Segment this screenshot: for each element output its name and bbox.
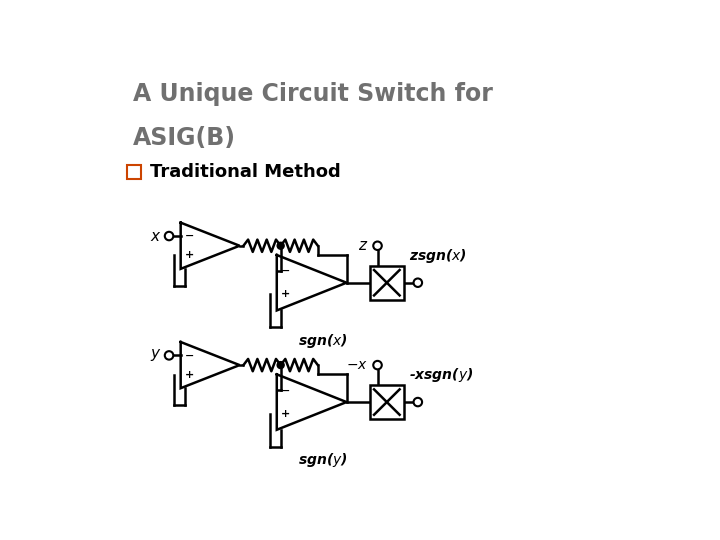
Bar xyxy=(127,165,141,179)
Text: sgn($x$): sgn($x$) xyxy=(299,332,348,350)
Bar xyxy=(370,266,404,300)
Text: zsgn($x$): zsgn($x$) xyxy=(408,247,467,265)
Text: +: + xyxy=(184,370,194,380)
Circle shape xyxy=(165,351,174,360)
Text: −: − xyxy=(184,350,194,360)
Text: $-x$: $-x$ xyxy=(346,358,368,372)
Circle shape xyxy=(413,398,422,406)
Circle shape xyxy=(413,279,422,287)
Circle shape xyxy=(373,361,382,369)
Text: A Unique Circuit Switch for: A Unique Circuit Switch for xyxy=(132,82,492,106)
Text: Traditional Method: Traditional Method xyxy=(150,163,341,181)
Text: ASIG(B): ASIG(B) xyxy=(132,126,235,151)
Text: $z$: $z$ xyxy=(358,238,368,253)
Text: +: + xyxy=(281,409,290,419)
Text: +: + xyxy=(184,251,194,260)
Text: $y$: $y$ xyxy=(150,347,161,363)
Text: +: + xyxy=(281,289,290,299)
Circle shape xyxy=(165,232,174,240)
Text: $x$: $x$ xyxy=(150,228,161,244)
FancyBboxPatch shape xyxy=(82,57,656,488)
Circle shape xyxy=(277,362,284,369)
Text: -xsgn($y$): -xsgn($y$) xyxy=(408,366,473,384)
Text: −: − xyxy=(281,386,290,395)
Circle shape xyxy=(277,242,284,249)
Bar xyxy=(370,385,404,419)
Text: sgn($y$): sgn($y$) xyxy=(299,451,348,469)
Text: −: − xyxy=(184,231,194,241)
Text: −: − xyxy=(281,266,290,276)
Circle shape xyxy=(373,241,382,250)
